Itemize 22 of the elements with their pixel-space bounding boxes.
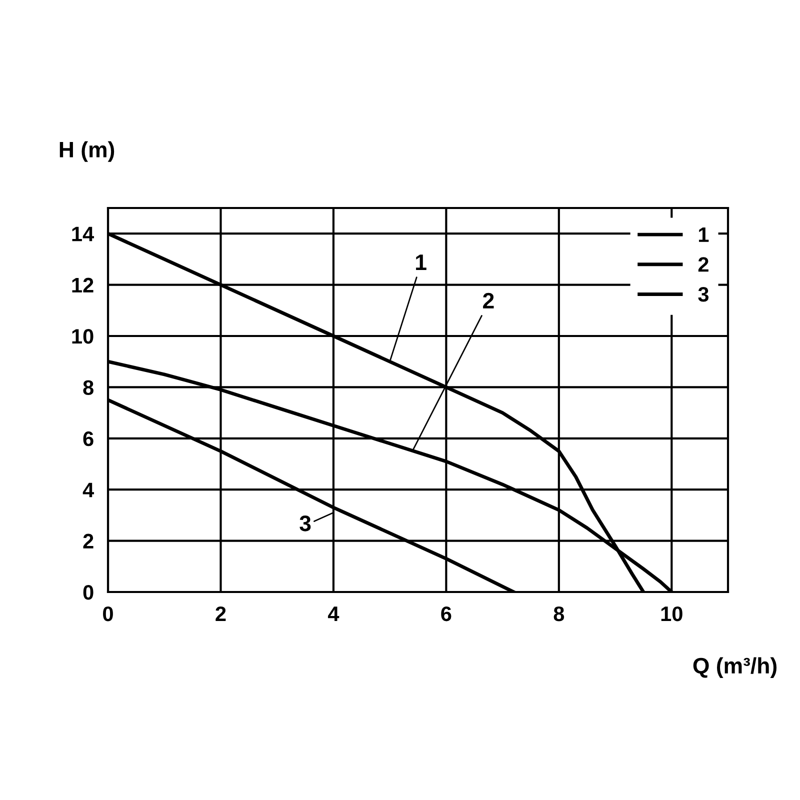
annotation: 3 [300, 516, 311, 532]
y-tick-label: 6 [83, 431, 94, 446]
x-tick-label: 0 [103, 606, 113, 622]
y-tick-label: 12 [72, 278, 94, 292]
y-tick-label: 14 [72, 226, 94, 242]
y-axis-title: H (m) [60, 141, 114, 162]
y-tick-label: 10 [72, 329, 94, 344]
x-axis-title: Q (m³/h) [693, 657, 776, 678]
y-tick-label: 0 [83, 585, 94, 600]
legend-label: 3 [698, 286, 708, 302]
legend-label: 2 [698, 257, 708, 272]
x-tick-label: 2 [216, 606, 226, 621]
x-tick-label: 10 [661, 606, 682, 622]
annotation: 2 [483, 292, 494, 308]
y-tick-label: 8 [83, 380, 94, 395]
x-tick-label: 4 [328, 606, 340, 621]
y-tick-label: 4 [82, 482, 94, 498]
y-tick-label: 2 [83, 534, 94, 548]
legend-label: 1 [698, 228, 709, 242]
x-tick-label: 6 [441, 606, 452, 622]
x-tick-label: 8 [554, 606, 564, 622]
annotation: 1 [416, 254, 426, 270]
